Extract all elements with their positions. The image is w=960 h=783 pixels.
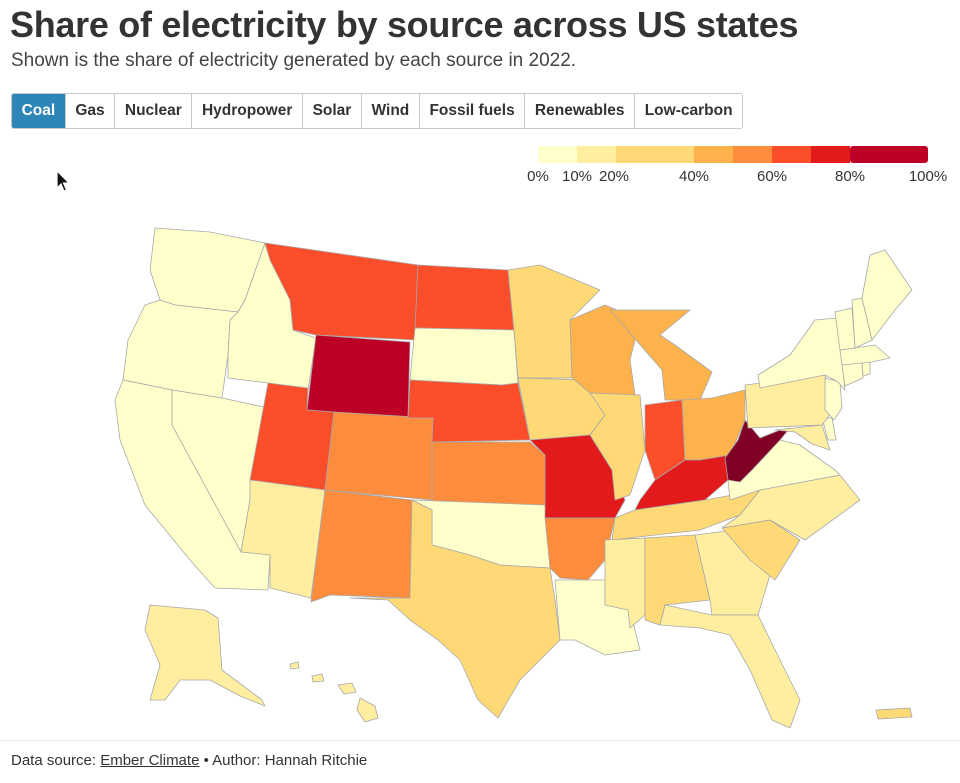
state-hawaii-maui[interactable] <box>337 682 357 695</box>
state-colorado[interactable] <box>324 411 434 501</box>
state-alaska[interactable] <box>144 604 266 707</box>
state-north-dakota[interactable] <box>414 264 515 331</box>
legend-bin-0-10 <box>538 146 577 163</box>
source-link[interactable]: Ember Climate <box>100 752 200 769</box>
legend-bin-80-100 <box>850 146 928 163</box>
legend-label-10: 10% <box>562 168 592 185</box>
legend-bin-50-60 <box>733 146 772 163</box>
state-maine[interactable] <box>861 249 913 341</box>
state-massachusetts[interactable] <box>839 344 891 366</box>
footer-divider <box>0 740 960 741</box>
legend-label-20: 20% <box>599 168 629 185</box>
state-kansas[interactable] <box>431 441 546 506</box>
legend-label-0: 0% <box>527 168 549 185</box>
page-subtitle: Shown is the share of electricity genera… <box>11 50 577 71</box>
state-florida[interactable] <box>659 604 801 729</box>
state-arkansas[interactable] <box>544 517 616 581</box>
color-legend: 0% 10% 20% 40% 60% 80% 100% <box>527 146 947 185</box>
us-choropleth-map <box>114 227 913 729</box>
tab-renewables[interactable]: Renewables <box>525 94 636 128</box>
legend-label-60: 60% <box>757 168 787 185</box>
state-illinois[interactable] <box>589 392 646 501</box>
legend-bin-40-50 <box>694 146 733 163</box>
state-new-mexico[interactable] <box>310 489 413 603</box>
legend-bin-60-70 <box>772 146 811 163</box>
state-michigan[interactable] <box>609 309 713 401</box>
state-hawaii-big-island[interactable] <box>356 697 379 723</box>
state-hawaii-kauai[interactable] <box>289 661 300 670</box>
state-west-virginia[interactable] <box>724 419 791 483</box>
page-title: Share of electricity by source across US… <box>10 4 799 45</box>
state-nebraska[interactable] <box>407 379 531 443</box>
state-hawaii-oahu[interactable] <box>311 673 325 683</box>
mouse-pointer-icon <box>56 170 71 192</box>
state-rhode-island[interactable] <box>861 361 871 377</box>
tab-gas[interactable]: Gas <box>65 94 116 128</box>
legend-bin-70-80 <box>811 146 850 163</box>
source-prefix: Data source: <box>11 752 101 769</box>
tab-nuclear[interactable]: Nuclear <box>115 94 193 128</box>
legend-label-100: 100% <box>909 168 947 185</box>
state-wyoming[interactable] <box>306 334 411 419</box>
legend-label-40: 40% <box>679 168 709 185</box>
footer: Data source: Ember Climate • Author: Han… <box>11 752 367 769</box>
state-pennsylvania[interactable] <box>744 374 836 429</box>
tab-fossil-fuels[interactable]: Fossil fuels <box>419 94 526 128</box>
state-maryland[interactable] <box>774 424 831 451</box>
tab-coal[interactable]: Coal <box>12 94 66 128</box>
legend-bin-20-40 <box>616 146 694 163</box>
tab-wind[interactable]: Wind <box>361 94 420 128</box>
tab-hydropower[interactable]: Hydropower <box>192 94 303 128</box>
author-credit: • Author: Hannah Ritchie <box>199 752 368 769</box>
state-new-york[interactable] <box>757 317 846 391</box>
state-texas[interactable] <box>349 499 561 719</box>
legend-label-80: 80% <box>835 168 865 185</box>
state-delaware[interactable] <box>821 417 837 441</box>
state-wisconsin[interactable] <box>569 304 641 396</box>
tab-low-carbon[interactable]: Low-carbon <box>635 94 743 128</box>
state-south-dakota[interactable] <box>409 327 519 386</box>
state-connecticut[interactable] <box>841 361 864 387</box>
state-puerto-rico[interactable] <box>875 707 913 720</box>
tab-solar[interactable]: Solar <box>302 94 362 128</box>
source-tab-bar: Coal Gas Nuclear Hydropower Solar Wind F… <box>11 93 744 129</box>
legend-bin-10-20 <box>577 146 616 163</box>
